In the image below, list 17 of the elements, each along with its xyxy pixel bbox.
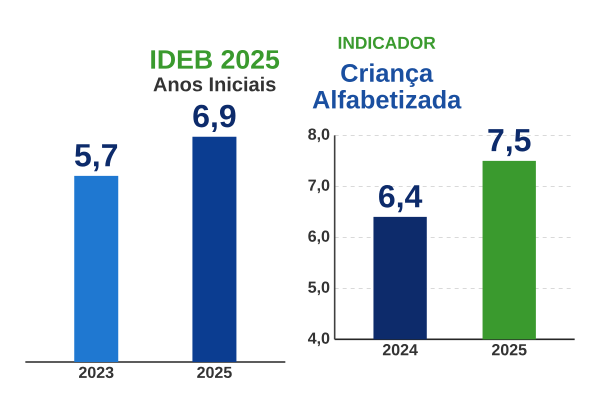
data-label: 6,4	[379, 184, 422, 212]
x-tick-label: 2025	[197, 366, 232, 378]
y-tick-label: 4,0	[308, 332, 330, 346]
data-label: 5,7	[74, 144, 118, 172]
data-label: 6,9	[193, 104, 236, 132]
y-tick-label: 5,0	[308, 282, 330, 296]
y-tick-label: 7,0	[308, 180, 330, 194]
y-tick-label: 8,0	[308, 128, 330, 142]
chart-title: IDEB 2025	[151, 50, 280, 69]
chart-subtitle: Anos Iniciais	[153, 76, 276, 92]
x-tick-label: 2023	[79, 366, 114, 378]
chart-title: INDICADOR	[338, 36, 436, 49]
chart-subtitle: Criança Alfabetizada	[312, 63, 462, 109]
x-tick-label: 2025	[492, 344, 527, 356]
y-tick-label: 6,0	[308, 230, 330, 244]
x-tick-label: 2024	[382, 344, 418, 356]
data-label: 7,5	[488, 129, 531, 156]
